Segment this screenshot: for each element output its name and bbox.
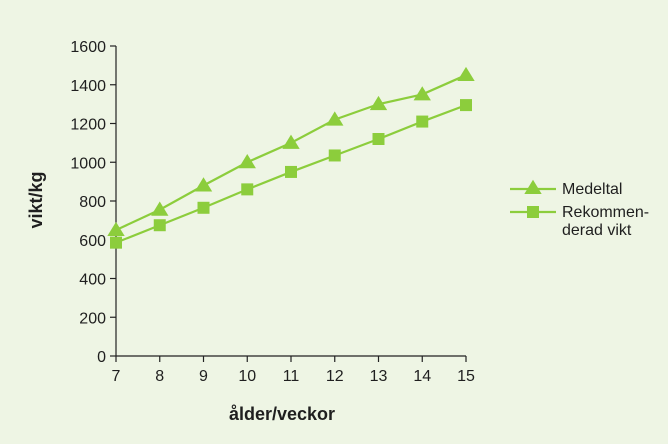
y-tick-label: 1200	[70, 117, 106, 134]
x-tick-label: 12	[326, 368, 344, 385]
legend-item-2: Rekommen-derad vikt	[510, 204, 649, 239]
y-axis-label: vikt/kg	[26, 171, 46, 228]
y-tick-label: 200	[79, 310, 106, 327]
legend-label-line: derad vikt	[562, 222, 632, 239]
triangle-marker	[238, 154, 256, 169]
y-tick-label: 800	[79, 194, 106, 211]
x-axis-label: ålder/veckor	[229, 404, 335, 424]
x-tick-label: 7	[112, 368, 121, 385]
legend-item-1: Medeltal	[510, 179, 622, 198]
y-tick-label: 1600	[70, 39, 106, 56]
series-2	[110, 99, 472, 249]
x-tick-label: 15	[457, 368, 475, 385]
series-line	[115, 74, 467, 232]
square-marker	[328, 149, 341, 162]
square-marker	[416, 115, 429, 128]
square-marker	[197, 201, 210, 214]
triangle-marker	[457, 66, 475, 82]
x-tick-label: 9	[199, 368, 208, 385]
y-tick-label: 600	[79, 233, 106, 250]
triangle-marker	[282, 134, 300, 149]
square-marker	[241, 183, 254, 196]
y-tick-label: 1000	[70, 155, 106, 172]
triangle-marker	[413, 86, 431, 101]
square-marker	[285, 165, 297, 178]
triangle-marker	[326, 111, 344, 126]
triangle-marker	[369, 95, 388, 111]
square-marker	[110, 236, 122, 249]
x-tick-label: 11	[283, 368, 300, 385]
triangle-icon	[524, 179, 542, 194]
legend-label: Medeltal	[562, 181, 622, 198]
triangle-marker	[151, 201, 169, 216]
legend: Medeltal Rekommen-derad vikt	[510, 179, 649, 239]
x-tick-label: 14	[413, 368, 431, 385]
square-marker	[460, 99, 472, 112]
x-tick-label: 8	[155, 368, 164, 385]
x-tick-label: 10	[238, 368, 256, 385]
y-tick-label: 1400	[70, 78, 106, 95]
x-tick-label: 13	[370, 368, 388, 385]
y-tick-label: 400	[79, 272, 106, 289]
triangle-marker	[194, 177, 213, 192]
triangle-marker	[107, 221, 125, 237]
axes: 0 200 400 600 800 1000 1200 1400 1600 7 8 9 10 11 12 13…	[70, 39, 475, 385]
y-tick-label: 0	[97, 349, 106, 366]
square-marker	[153, 219, 166, 232]
square-marker	[372, 133, 385, 145]
legend-label-line: Rekommen-	[562, 204, 649, 221]
series-1	[107, 66, 475, 237]
square-icon	[527, 206, 539, 218]
series-layer	[107, 66, 475, 249]
